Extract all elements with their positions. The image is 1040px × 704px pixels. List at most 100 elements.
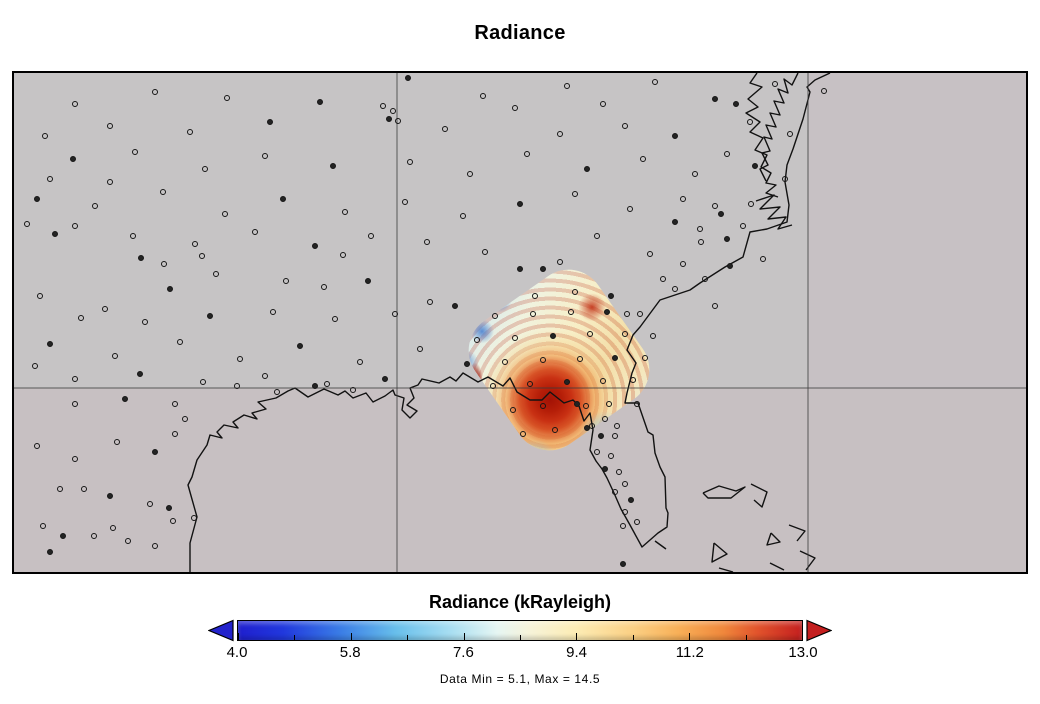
station-dot xyxy=(72,101,78,107)
station-dot xyxy=(712,303,718,309)
station-dot xyxy=(727,263,733,269)
station-dot xyxy=(283,278,289,284)
station-dot xyxy=(602,466,608,472)
station-dot xyxy=(60,533,66,539)
coastline-path xyxy=(718,567,734,572)
station-dot xyxy=(40,523,46,529)
station-dot xyxy=(107,493,113,499)
colorbar-tick-label: 11.2 xyxy=(675,644,704,661)
station-dot xyxy=(368,233,374,239)
station-dot xyxy=(647,251,653,257)
station-dot xyxy=(47,549,53,555)
station-dot xyxy=(390,108,396,114)
station-dot xyxy=(482,249,488,255)
station-dot xyxy=(630,377,636,383)
station-dot xyxy=(622,331,628,337)
station-dot xyxy=(584,166,590,172)
station-dot xyxy=(634,519,640,525)
station-dot xyxy=(177,339,183,345)
station-dot xyxy=(724,236,730,242)
colorbar-minmax-note: Data Min = 5.1, Max = 14.5 xyxy=(439,672,601,686)
station-dot xyxy=(606,401,612,407)
station-dot xyxy=(72,456,78,462)
station-dot xyxy=(672,219,678,225)
station-dot xyxy=(460,213,466,219)
station-dot xyxy=(274,389,280,395)
station-dot xyxy=(604,309,610,315)
station-dot xyxy=(760,256,766,262)
station-dot xyxy=(527,381,533,387)
station-dot xyxy=(167,286,173,292)
station-dot xyxy=(357,359,363,365)
station-dot xyxy=(594,233,600,239)
station-dot xyxy=(52,231,58,237)
station-dot xyxy=(110,525,116,531)
station-dot xyxy=(622,123,628,129)
station-dot xyxy=(622,481,628,487)
station-dot xyxy=(342,209,348,215)
station-dot xyxy=(122,396,128,402)
coastline-path xyxy=(755,194,793,230)
station-dot xyxy=(564,379,570,385)
station-dot xyxy=(166,505,172,511)
station-dot xyxy=(424,239,430,245)
colorbar-tick xyxy=(238,633,239,640)
station-dot xyxy=(222,211,228,217)
colorbar-tick xyxy=(745,635,747,640)
station-dot xyxy=(724,151,730,157)
station-dot xyxy=(589,423,595,429)
station-dot xyxy=(270,309,276,315)
station-dot xyxy=(680,261,686,267)
station-dot xyxy=(624,311,630,317)
colorbar-right-arrow xyxy=(806,619,832,642)
station-dot xyxy=(312,383,318,389)
station-dot xyxy=(634,401,640,407)
station-dot xyxy=(572,191,578,197)
station-dot xyxy=(821,88,827,94)
station-dot xyxy=(620,523,626,529)
station-dot xyxy=(234,383,240,389)
colorbar-left-arrow xyxy=(208,619,234,642)
colorbar-tick xyxy=(576,633,578,640)
station-dot xyxy=(107,123,113,129)
station-dot xyxy=(672,133,678,139)
station-dot xyxy=(170,518,176,524)
station-dot xyxy=(107,179,113,185)
station-dot xyxy=(622,509,628,515)
station-dot xyxy=(510,407,516,413)
station-dot xyxy=(224,95,230,101)
station-dot xyxy=(540,266,546,272)
station-dot xyxy=(172,401,178,407)
station-dot xyxy=(321,284,327,290)
station-dot xyxy=(772,81,778,87)
station-dot xyxy=(637,311,643,317)
station-dot xyxy=(350,387,356,393)
station-dot xyxy=(524,151,530,157)
station-dot xyxy=(324,381,330,387)
station-dot xyxy=(202,166,208,172)
station-dot xyxy=(552,427,558,433)
station-dot xyxy=(57,486,63,492)
station-dot xyxy=(748,201,754,207)
station-dot xyxy=(577,356,583,362)
station-dot xyxy=(740,223,746,229)
station-dot xyxy=(602,416,608,422)
station-dot xyxy=(312,243,318,249)
station-dot xyxy=(72,376,78,382)
station-dot xyxy=(718,211,724,217)
colorbar-tick xyxy=(520,635,521,640)
station-dot xyxy=(620,561,626,567)
station-dot xyxy=(72,223,78,229)
station-dot xyxy=(557,259,563,265)
station-dot xyxy=(191,515,197,521)
station-dot xyxy=(600,101,606,107)
station-dot xyxy=(568,309,574,315)
station-dot xyxy=(137,371,143,377)
station-dot xyxy=(330,163,336,169)
station-dot xyxy=(467,171,473,177)
station-dot xyxy=(405,75,411,81)
station-dot xyxy=(395,118,401,124)
station-dot xyxy=(34,196,40,202)
coastline-path xyxy=(769,562,785,571)
station-dot xyxy=(252,229,258,235)
